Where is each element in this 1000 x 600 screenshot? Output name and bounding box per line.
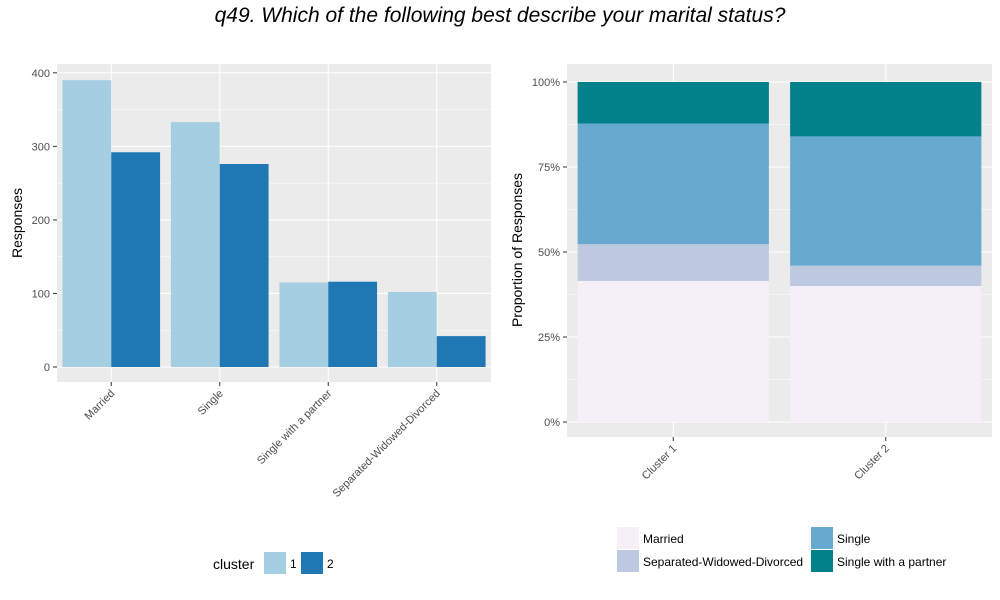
x-tick-label: Separated-Widowed-Divorced — [331, 388, 443, 500]
right-legend: Married Single Separated-Widowed-Divorced S… — [617, 527, 946, 572]
legend-label: 2 — [327, 557, 334, 571]
right-stacked-bars — [577, 82, 982, 422]
left-x-ticks: Married Single Single with a partnerSepara… — [83, 382, 443, 500]
legend-label: Single — [837, 532, 871, 546]
right-y-axis-title: Proportion of Responses — [509, 173, 525, 327]
right-y-ticks: 0% 25% 50% 75% 100% — [532, 77, 567, 429]
stack-segment — [577, 82, 769, 124]
left-y-ticks: 0 100 200 300 400 — [32, 68, 57, 374]
stack-segment — [577, 280, 769, 422]
legend-key-cluster-2 — [301, 552, 323, 574]
y-tick-label: 25% — [538, 332, 560, 344]
y-tick-label: 50% — [538, 247, 560, 259]
y-tick-label: 0 — [44, 362, 50, 374]
legend-label: Married — [643, 532, 684, 546]
chart-title: q49. Which of the following best describ… — [215, 4, 786, 27]
x-tick-label: Single with a partner — [255, 387, 335, 467]
bar-cluster-2 — [111, 152, 161, 367]
x-tick-label: Cluster 1 — [640, 443, 680, 483]
left-legend-title: cluster — [213, 556, 255, 572]
legend-key — [617, 550, 639, 572]
legend-key — [617, 527, 639, 549]
y-tick-label: 100% — [532, 77, 560, 89]
right-stacked-chart: 0% 25% 50% 75% 100% Cluster 1 Cluster 2 Propo… — [509, 64, 992, 572]
y-tick-label: 400 — [32, 68, 50, 80]
y-tick-label: 0% — [544, 417, 560, 429]
x-tick-label: Single — [196, 388, 226, 418]
y-tick-label: 300 — [32, 141, 50, 153]
stack-segment — [577, 123, 769, 245]
left-legend: cluster 1 2 — [213, 552, 334, 574]
legend-key-cluster-1 — [264, 552, 286, 574]
legend-label: 1 — [290, 557, 297, 571]
x-tick-label: Cluster 2 — [852, 443, 892, 483]
bar-cluster-2 — [328, 281, 378, 367]
bar-cluster-2 — [219, 164, 269, 367]
bar-cluster-1 — [170, 122, 220, 367]
stack-segment — [790, 136, 982, 266]
right-x-ticks: Cluster 1 Cluster 2 — [640, 437, 892, 482]
left-bar-chart: 0 100 200 300 400 Married Single Single with a… — [9, 64, 491, 574]
legend-key — [811, 550, 833, 572]
y-tick-label: 100 — [32, 288, 50, 300]
left-bars — [62, 80, 486, 367]
bar-cluster-1 — [279, 282, 329, 367]
y-tick-label: 75% — [538, 162, 560, 174]
left-y-axis-title: Responses — [9, 188, 25, 258]
y-tick-label: 200 — [32, 215, 50, 227]
stack-segment — [790, 286, 982, 422]
bar-cluster-2 — [436, 336, 486, 367]
stack-segment — [790, 265, 982, 286]
x-tick-label: Married — [83, 388, 118, 423]
legend-label: Separated-Widowed-Divorced — [643, 555, 803, 569]
bar-cluster-1 — [62, 80, 112, 367]
legend-label: Single with a partner — [837, 555, 946, 569]
stack-segment — [577, 244, 769, 281]
legend-key — [811, 527, 833, 549]
bar-cluster-1 — [387, 291, 437, 367]
stack-segment — [790, 82, 982, 137]
